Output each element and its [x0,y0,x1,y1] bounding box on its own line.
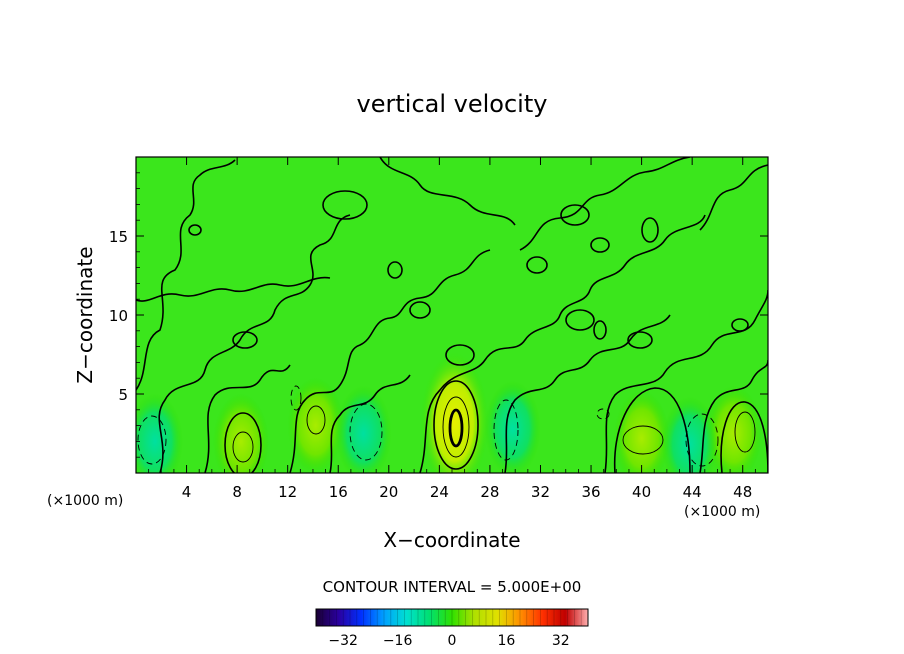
x-tick-label: 28 [480,483,499,501]
colorbar-tick-label: 32 [552,633,570,649]
contour-line-negative [493,399,519,461]
updraft-core [287,377,344,473]
updraft-core [613,390,670,473]
contour-line [136,276,331,302]
x-axis: 4 8 12 16 20 24 28 32 36 40 44 48 [148,157,756,501]
updraft-core [212,393,269,473]
contour-line-negative [685,413,719,467]
contour-line [445,344,475,366]
x-tick-label: 12 [278,483,297,501]
x-tick-label: 4 [182,483,192,501]
x-tick-label: 20 [379,483,398,501]
x-tick-label: 16 [329,483,348,501]
contour-line [322,190,368,220]
contour-line [504,314,671,473]
contour-line [188,224,202,236]
contour-line [604,289,768,473]
colorbar-tick-label: 0 [448,633,457,649]
contour-line [593,320,607,340]
contour-line [329,374,411,473]
contour-line [232,331,258,349]
contour-interval-label: CONTOUR INTERVAL = 5.000E+00 [323,578,582,596]
contour-line [448,408,464,448]
x-tick-label: 8 [232,483,242,501]
contour-line [204,364,291,473]
contour-line [442,396,470,458]
colorbar-fill [316,609,588,626]
contour-line [627,331,653,349]
contour-line [720,401,768,473]
contour-line [731,318,749,332]
contour-line [590,237,610,253]
x-axis-unit: (×1000 m) [684,504,760,520]
x-axis-label: X−coordinate [383,528,520,552]
y-axis: 5 10 15 [109,172,768,458]
x-tick-label: 44 [683,483,702,501]
contour-line [699,164,768,231]
contour-line [419,214,706,473]
contour-line [306,405,326,435]
x-tick-label: 32 [531,483,550,501]
colorbar-tick-label: −16 [383,633,413,649]
contour-line [158,214,351,473]
contour-line [699,359,768,473]
contour-line [565,309,595,331]
downdraft-core [484,380,541,473]
x-tick-label: 24 [430,483,449,501]
contour-line-negative [349,403,383,461]
contour-line [289,249,491,473]
contour-line-negative [596,408,610,420]
colorbar-tick-label: −32 [328,633,358,649]
contour-line-negative [137,415,167,465]
downdraft-core [335,385,392,473]
colorbar: −32 −16 0 16 32 [315,608,589,649]
x-tick-label: 36 [581,483,600,501]
downdraft-core [136,393,183,473]
contour-line [613,387,691,473]
contour-line [519,157,691,251]
contour-line [641,217,659,243]
y-tick-label: 15 [109,228,128,246]
contour-line [232,431,254,463]
contour-line-negative [290,385,302,411]
y-tick-label: 5 [118,386,128,404]
contour-line [622,425,664,455]
plot-area [136,157,768,473]
contour-line [387,261,403,279]
contour-line [560,204,590,226]
y-axis-unit: (×1000 m) [47,493,123,509]
x-tick-label: 40 [632,483,651,501]
downdraft-core [661,396,718,473]
x-tick-label: 48 [733,483,752,501]
y-tick-label: 10 [109,307,128,325]
contour-line [734,411,756,453]
y-axis-label: Z−coordinate [73,246,97,383]
colorbar-stripes [322,609,582,626]
colorbar-tick-label: 16 [497,633,515,649]
contour-line [224,412,262,473]
chart-title: vertical velocity [357,90,548,118]
contour-line [379,157,516,226]
contour-line [433,380,479,470]
contour-line [409,301,431,319]
contour-lines [136,157,768,473]
colorbar-frame [315,608,589,627]
updraft-core [420,352,489,473]
contour-line [526,256,548,274]
contour-line [136,159,236,391]
colorbar-ticks: −32 −16 0 16 32 [328,633,569,649]
